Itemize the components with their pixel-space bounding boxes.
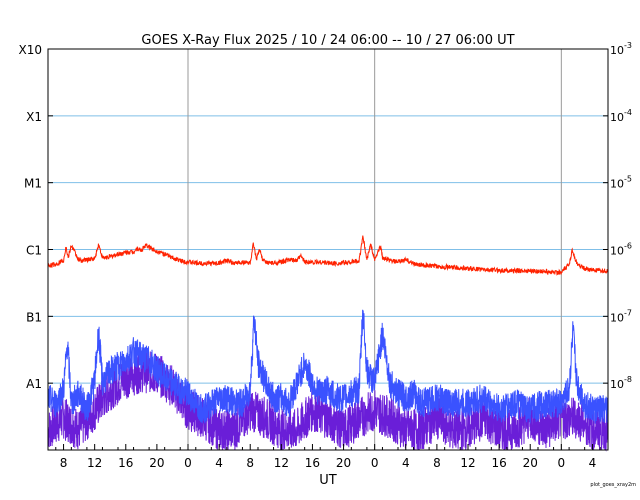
x-tick-label: 0 [184,456,192,470]
y-label-right: 10-7 [610,308,632,324]
x-tick-label: 16 [491,456,506,470]
left-axis-labels: A1 B1 C1 M1 X1 X10 [19,43,43,391]
series-layer [47,235,609,452]
y-label-left: C1 [26,244,42,258]
y-label-right-exp: -3 [624,41,632,50]
y-label-right: 10-6 [610,242,632,258]
x-tick-label: 16 [305,456,320,470]
y-label-left: M1 [24,177,42,191]
chart-title: GOES X-Ray Flux 2025 / 10 / 24 06:00 -- … [141,33,514,48]
y-label-left: X1 [26,110,42,124]
x-tick-label: 4 [215,456,223,470]
series-line [47,309,609,424]
footer-note: plot_goes_xray2m [590,482,636,488]
series-line [47,235,609,276]
x-tick-label: 16 [118,456,133,470]
axis-ticks [48,48,608,450]
y-label-right-exp: -7 [624,308,632,317]
y-label-right-exp: -6 [624,242,632,251]
x-tick-label: 8 [246,456,254,470]
x-tick-label: 12 [460,456,475,470]
y-label-right-base: 10 [610,378,624,391]
y-label-left: B1 [26,310,42,324]
right-axis-labels: 10-810-710-610-510-410-3 [610,41,632,391]
x-tick-label: 0 [558,456,566,470]
y-label-left: A1 [26,377,42,391]
x-tick-label: 8 [433,456,441,470]
x-tick-label: 20 [149,456,164,470]
y-label-left: X10 [19,43,43,57]
y-label-right: 10-4 [610,108,632,124]
y-label-right-exp: -5 [624,175,632,184]
x-axis-labels: 8 12 16 20 0 4 8 12 16 20 0 4 8 12 16 20 0 4 [60,456,597,470]
y-label-right-exp: -8 [624,375,632,384]
y-label-right-base: 10 [610,178,624,191]
x-tick-label: 4 [589,456,597,470]
y-label-right-base: 10 [610,111,624,124]
x-tick-label: 0 [371,456,379,470]
y-label-right-base: 10 [610,245,624,258]
y-label-right: 10-8 [610,375,632,391]
x-tick-label: 20 [336,456,351,470]
x-tick-label: 4 [402,456,410,470]
x-axis-title: UT [319,473,337,488]
y-label-right: 10-3 [610,41,632,57]
y-label-right-base: 10 [610,44,624,57]
y-label-right: 10-5 [610,175,632,191]
x-tick-label: 12 [274,456,289,470]
x-tick-label: 20 [523,456,538,470]
y-label-right-exp: -4 [624,108,632,117]
x-tick-label: 12 [87,456,102,470]
x-tick-label: 8 [60,456,68,470]
y-label-right-base: 10 [610,311,624,324]
